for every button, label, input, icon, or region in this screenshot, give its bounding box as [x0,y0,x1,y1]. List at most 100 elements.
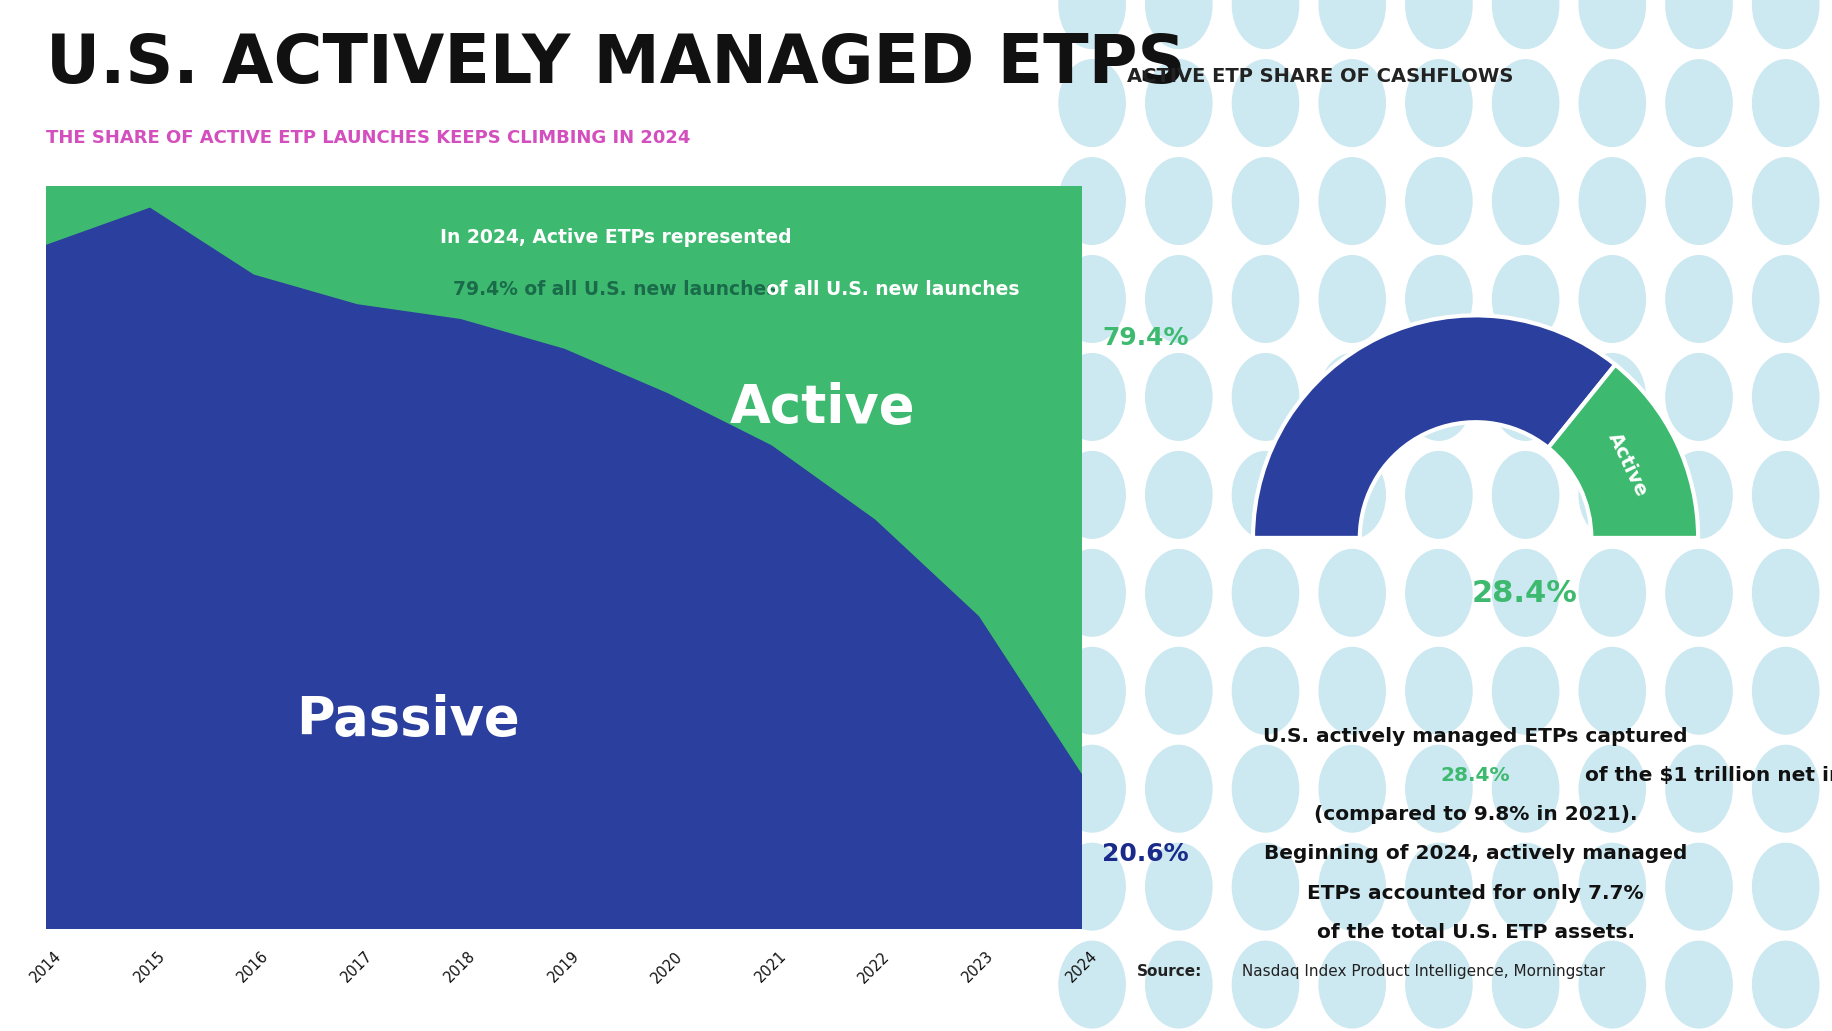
Circle shape [1405,452,1471,538]
Circle shape [1665,941,1731,1028]
Circle shape [1665,843,1731,930]
Circle shape [1665,745,1731,832]
Text: of the $1 trillion net inflows: of the $1 trillion net inflows [1577,766,1832,785]
Circle shape [1059,550,1125,636]
Text: Active: Active [1603,430,1651,500]
Circle shape [1405,354,1471,440]
Circle shape [1579,745,1645,832]
Circle shape [1665,647,1731,734]
Circle shape [1059,60,1125,146]
Wedge shape [1253,315,1614,538]
Circle shape [1145,843,1211,930]
Circle shape [1231,941,1297,1028]
Circle shape [1579,158,1645,244]
Circle shape [1319,550,1385,636]
Circle shape [1145,941,1211,1028]
Circle shape [1579,647,1645,734]
Text: Beginning of 2024, actively managed: Beginning of 2024, actively managed [1264,844,1685,863]
Circle shape [1491,941,1557,1028]
Text: U.S. actively managed ETPs captured: U.S. actively managed ETPs captured [1262,727,1687,745]
Circle shape [1059,256,1125,342]
Circle shape [1405,941,1471,1028]
Text: Active: Active [729,383,914,434]
Circle shape [1665,256,1731,342]
Circle shape [1491,647,1557,734]
Text: In 2024, Active ETPs represented: In 2024, Active ETPs represented [440,228,791,247]
Text: Source:: Source: [1136,964,1202,979]
Circle shape [1491,745,1557,832]
Text: 2022: 2022 [856,949,892,986]
Circle shape [1579,941,1645,1028]
Circle shape [1059,745,1125,832]
Circle shape [1059,843,1125,930]
Circle shape [1145,354,1211,440]
Circle shape [1491,0,1557,48]
Circle shape [1319,843,1385,930]
Circle shape [1491,843,1557,930]
Circle shape [1579,0,1645,48]
Circle shape [1405,60,1471,146]
Circle shape [1751,843,1817,930]
Text: ETPs accounted for only 7.7%: ETPs accounted for only 7.7% [1306,884,1643,902]
Circle shape [1231,256,1297,342]
Circle shape [1405,745,1471,832]
Circle shape [1405,256,1471,342]
Circle shape [1145,647,1211,734]
Circle shape [1491,354,1557,440]
Circle shape [1145,60,1211,146]
Circle shape [1231,60,1297,146]
Circle shape [1665,60,1731,146]
Text: 2024: 2024 [1063,949,1099,986]
Circle shape [1405,647,1471,734]
Text: 28.4%: 28.4% [1471,579,1577,608]
Circle shape [1145,452,1211,538]
Circle shape [1751,158,1817,244]
Circle shape [1145,0,1211,48]
Text: 20.6%: 20.6% [1101,841,1189,866]
Circle shape [1231,0,1297,48]
Circle shape [1491,452,1557,538]
Circle shape [1751,550,1817,636]
Circle shape [1579,256,1645,342]
Circle shape [1231,452,1297,538]
Circle shape [1665,550,1731,636]
Circle shape [1059,647,1125,734]
Circle shape [1319,745,1385,832]
Circle shape [1491,60,1557,146]
Circle shape [1751,647,1817,734]
Text: of the total U.S. ETP assets.: of the total U.S. ETP assets. [1315,923,1634,941]
Circle shape [1751,452,1817,538]
Text: 2019: 2019 [544,949,583,986]
Circle shape [1059,0,1125,48]
Circle shape [1579,550,1645,636]
Circle shape [1579,843,1645,930]
Circle shape [1319,158,1385,244]
Circle shape [1145,158,1211,244]
Text: 2023: 2023 [958,949,997,986]
Circle shape [1751,745,1817,832]
Text: (compared to 9.8% in 2021).: (compared to 9.8% in 2021). [1314,805,1636,824]
Text: 2021: 2021 [751,949,790,986]
Circle shape [1665,0,1731,48]
Circle shape [1405,550,1471,636]
Wedge shape [1548,365,1696,538]
Circle shape [1059,941,1125,1028]
Text: 2020: 2020 [649,949,685,986]
Text: 28.4%: 28.4% [1440,766,1510,785]
Text: 79.4% of all U.S. new launches: 79.4% of all U.S. new launches [453,280,777,299]
Circle shape [1059,158,1125,244]
Text: of all U.S. new launches: of all U.S. new launches [760,280,1019,299]
Circle shape [1491,550,1557,636]
Circle shape [1319,647,1385,734]
Circle shape [1231,843,1297,930]
Text: ACTIVE ETP SHARE OF CASHFLOWS: ACTIVE ETP SHARE OF CASHFLOWS [1127,67,1513,86]
Circle shape [1231,354,1297,440]
Circle shape [1059,452,1125,538]
Circle shape [1491,158,1557,244]
Circle shape [1145,745,1211,832]
Text: 79.4%: 79.4% [1101,327,1187,351]
Circle shape [1405,0,1471,48]
Circle shape [1665,452,1731,538]
Text: 2014: 2014 [27,949,64,986]
Circle shape [1231,550,1297,636]
